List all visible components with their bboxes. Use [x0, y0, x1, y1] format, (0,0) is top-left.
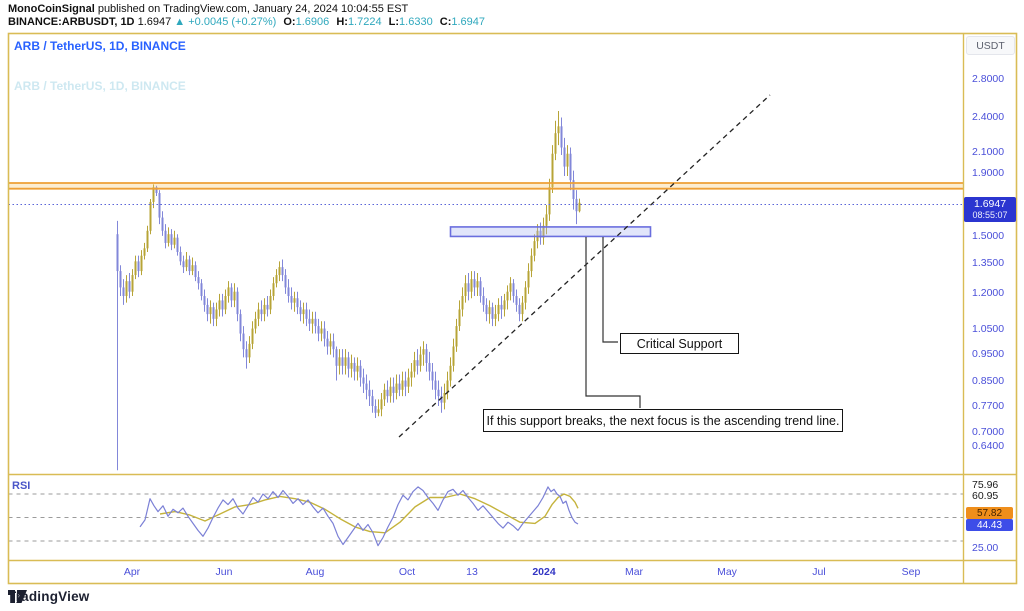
bar-countdown: 08:55:07 [972, 209, 1008, 220]
ascending-trend-line[interactable] [398, 94, 771, 438]
publish-credit: MonoCoinSignal published on TradingView.… [8, 3, 408, 15]
price-axis-label: 2.4000 [972, 111, 1005, 123]
credit-text: published on TradingView.com, January 24… [94, 3, 409, 15]
current-price-badge: 1.6947 08:55:07 [964, 197, 1016, 222]
open-label: O: [283, 16, 296, 28]
time-axis-label: Apr [123, 566, 141, 578]
support-break-note[interactable]: If this support breaks, the next focus i… [483, 409, 843, 432]
tradingview-logo-text: TradingView [8, 589, 90, 604]
chart-title: ARB / TetherUS, 1D, BINANCE [14, 39, 186, 53]
rsi-pane-label: RSI [12, 480, 31, 492]
rsi-value-badge: 44.43 [966, 519, 1013, 531]
author-name: MonoCoinSignal [8, 3, 95, 15]
time-axis-label: Aug [305, 566, 325, 578]
currency-toggle-button[interactable]: USDT [966, 36, 1015, 55]
price-axis-label: 1.9000 [972, 167, 1005, 179]
rsi-axis-label: 75.96 [972, 479, 999, 491]
critical-support-callout[interactable]: Critical Support [620, 333, 739, 354]
price-axis-label: 1.5000 [972, 230, 1005, 242]
rsi-axis-label: 25.00 [972, 542, 999, 554]
high-label: H: [336, 16, 348, 28]
close-value: 1.6947 [451, 16, 486, 28]
time-axis-label: 2024 [532, 566, 556, 578]
open-value: 1.6906 [295, 16, 330, 28]
time-axis-label: Jun [215, 566, 233, 578]
price-axis-label: 0.7700 [972, 400, 1005, 412]
time-axis-label: Oct [398, 566, 416, 578]
chart-frame [7, 32, 1018, 585]
price-axis-label: 0.9500 [972, 348, 1005, 360]
candles-group [116, 110, 581, 471]
support-zone[interactable] [449, 226, 652, 238]
tradingview-logo-icon [8, 590, 27, 603]
time-axis-label: May [717, 566, 737, 578]
price-change: ▲ +0.0045 (+0.27%) [174, 16, 277, 28]
price-axis-label: 0.6400 [972, 440, 1005, 452]
resistance-zone[interactable] [8, 182, 964, 190]
annotation-connector [585, 237, 641, 408]
time-axis-label: Jul [812, 566, 826, 578]
tradingview-logo[interactable]: TradingView [8, 589, 89, 604]
last-price: 1.6947 [137, 16, 172, 28]
price-axis-label: 1.0500 [972, 323, 1005, 335]
symbol-ohlc-row: BINANCE:ARBUSDT, 1D 1.6947 ▲ +0.0045 (+0… [8, 16, 485, 28]
time-axis-label: Mar [624, 566, 644, 578]
symbol-name: BINANCE:ARBUSDT, 1D [8, 16, 135, 28]
price-axis-label: 1.2000 [972, 287, 1005, 299]
rsi-ma-line [159, 493, 579, 534]
watermark-title: ARB / TetherUS, 1D, BINANCE [14, 79, 186, 93]
high-value: 1.7224 [347, 16, 382, 28]
price-axis-label: 1.3500 [972, 257, 1005, 269]
low-value: 1.6330 [399, 16, 433, 28]
current-price-value: 1.6947 [973, 197, 1007, 210]
price-axis-label: 0.8500 [972, 375, 1005, 387]
annotation-connector [602, 237, 618, 343]
price-axis-label: 2.1000 [972, 146, 1005, 158]
time-axis-label: Sep [901, 566, 921, 578]
rsi-ma-value-badge: 57.82 [966, 507, 1013, 519]
price-axis-label: 2.8000 [972, 73, 1005, 85]
rsi-axis-label: 60.95 [972, 490, 999, 502]
rsi-line [139, 486, 579, 547]
time-axis-label: 13 [466, 566, 478, 578]
close-label: C: [439, 16, 452, 28]
price-axis-label: 0.7000 [972, 426, 1005, 438]
low-label: L: [388, 16, 400, 28]
